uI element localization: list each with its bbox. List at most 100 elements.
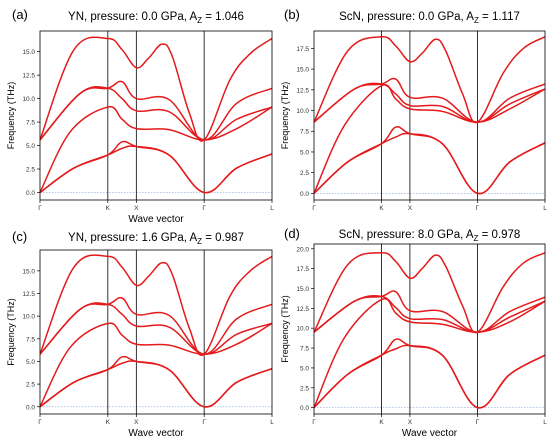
panel-b: (b) ScN, pressure: 0.0 GPa, AZ = 1.117 0.0… — [280, 7, 547, 212]
x-tick-label: Γ — [38, 419, 42, 426]
x-tick-label: X — [134, 419, 139, 426]
band-line-4 — [40, 322, 272, 408]
y-axis-label: Frequency (THz) — [280, 295, 290, 363]
panel-title: YN, pressure: 1.6 GPa, AZ = 0.987 — [68, 232, 244, 246]
panel-c: (c) YN, pressure: 1.6 GPa, AZ = 0.987 0.0 2… — [6, 229, 274, 439]
x-tick-label: X — [134, 205, 139, 212]
band-line-6 — [314, 126, 545, 195]
x-axis-label: Wave vector — [128, 214, 184, 225]
plot-frame — [39, 30, 273, 201]
y-tick-label: 15.0 — [22, 49, 35, 56]
band-line-2 — [314, 290, 545, 333]
y-axis-label: Frequency (THz) — [280, 82, 290, 150]
y-tick-label: 7.5 — [26, 336, 35, 343]
y-tick-label: 20.0 — [296, 246, 309, 253]
y-tick-label: 15.0 — [296, 286, 309, 293]
band-line-6 — [40, 355, 272, 408]
x-axis-label: Wave vector — [402, 428, 458, 439]
band-line-6 — [314, 338, 545, 409]
x-tick-label: K — [379, 419, 384, 426]
band-line-3 — [40, 86, 272, 141]
band-line-1 — [40, 254, 272, 357]
band-line-1 — [314, 251, 545, 334]
x-tick-label: Γ — [202, 205, 206, 212]
panel-label: (c) — [12, 229, 27, 244]
x-axis-label: Wave vector — [128, 428, 184, 439]
panel-label: (b) — [284, 7, 300, 22]
y-tick-label: 10.0 — [22, 314, 35, 321]
y-tick-label: 17.5 — [296, 266, 309, 273]
y-tick-label: 7.5 — [300, 346, 309, 353]
x-tick-label: Γ — [312, 419, 316, 426]
panel-d: (d) ScN, pressure: 8.0 GPa, AZ = 0.978 0.0… — [280, 226, 547, 439]
x-tick-label: L — [543, 419, 547, 426]
panel-label: (a) — [12, 7, 28, 22]
plot-frame — [39, 249, 273, 415]
y-tick-label: 0.0 — [26, 190, 35, 197]
band-line-6 — [40, 140, 272, 194]
y-tick-label: 5.0 — [300, 149, 309, 156]
x-tick-label: L — [270, 419, 274, 426]
x-tick-label: L — [543, 205, 547, 212]
panel-title: YN, pressure: 0.0 GPa, AZ = 1.046 — [68, 11, 244, 25]
y-axis-label: Frequency (THz) — [6, 298, 16, 366]
band-line-5 — [40, 360, 272, 408]
y-tick-label: 7.5 — [26, 120, 35, 127]
y-tick-label: 5.0 — [26, 143, 35, 150]
y-tick-label: 2.5 — [26, 382, 35, 389]
y-tick-label: 7.5 — [300, 129, 309, 136]
x-tick-label: X — [408, 205, 413, 212]
y-tick-label: 0.0 — [300, 405, 309, 412]
y-tick-label: 10.0 — [22, 96, 35, 103]
panel-label: (d) — [284, 226, 300, 241]
y-tick-label: 2.5 — [26, 167, 35, 174]
y-tick-label: 10.0 — [296, 326, 309, 333]
y-tick-label: 15.0 — [22, 268, 35, 275]
x-tick-label: K — [379, 205, 384, 212]
x-tick-label: K — [106, 205, 111, 212]
y-tick-label: 10.0 — [296, 108, 309, 115]
plot-frame — [313, 30, 546, 201]
band-line-1 — [40, 36, 272, 142]
band-line-5 — [314, 344, 545, 409]
y-tick-label: 2.5 — [300, 170, 309, 177]
y-tick-label: 0.0 — [26, 404, 35, 411]
bands — [314, 35, 545, 195]
y-tick-label: 12.5 — [22, 291, 35, 298]
panel-title: ScN, pressure: 0.0 GPa, AZ = 1.117 — [339, 11, 520, 25]
band-line-4 — [40, 106, 272, 193]
x-tick-label: L — [270, 205, 274, 212]
band-line-5 — [314, 132, 545, 195]
x-tick-label: Γ — [476, 205, 480, 212]
band-line-3 — [40, 302, 272, 355]
y-tick-label: 5.0 — [26, 359, 35, 366]
y-tick-label: 15.0 — [296, 67, 309, 74]
bands — [40, 254, 272, 408]
band-line-1 — [314, 35, 545, 124]
x-tick-label: X — [408, 419, 413, 426]
band-line-4 — [314, 298, 545, 408]
x-tick-label: Γ — [476, 419, 480, 426]
x-tick-label: K — [106, 419, 111, 426]
y-axis-label: Frequency (THz) — [6, 82, 16, 150]
band-line-3 — [314, 294, 545, 333]
x-tick-label: Γ — [312, 205, 316, 212]
y-tick-label: 0.0 — [300, 191, 309, 198]
y-tick-label: 12.5 — [296, 87, 309, 94]
band-line-4 — [314, 83, 545, 194]
band-line-2 — [314, 77, 545, 123]
band-line-3 — [314, 82, 545, 123]
y-tick-label: 2.5 — [300, 385, 309, 392]
band-line-2 — [40, 80, 272, 141]
y-tick-label: 12.5 — [22, 73, 35, 80]
y-tick-label: 17.5 — [296, 46, 309, 53]
y-tick-label: 5.0 — [300, 365, 309, 372]
bands — [314, 251, 545, 409]
panel-a: (a) YN, pressure: 0.0 GPa, AZ = 1.046 0.0 2… — [6, 7, 274, 225]
plot-frame — [313, 243, 546, 415]
x-tick-label: Γ — [38, 205, 42, 212]
bands — [40, 36, 272, 194]
x-tick-label: Γ — [202, 419, 206, 426]
band-line-5 — [40, 145, 272, 194]
